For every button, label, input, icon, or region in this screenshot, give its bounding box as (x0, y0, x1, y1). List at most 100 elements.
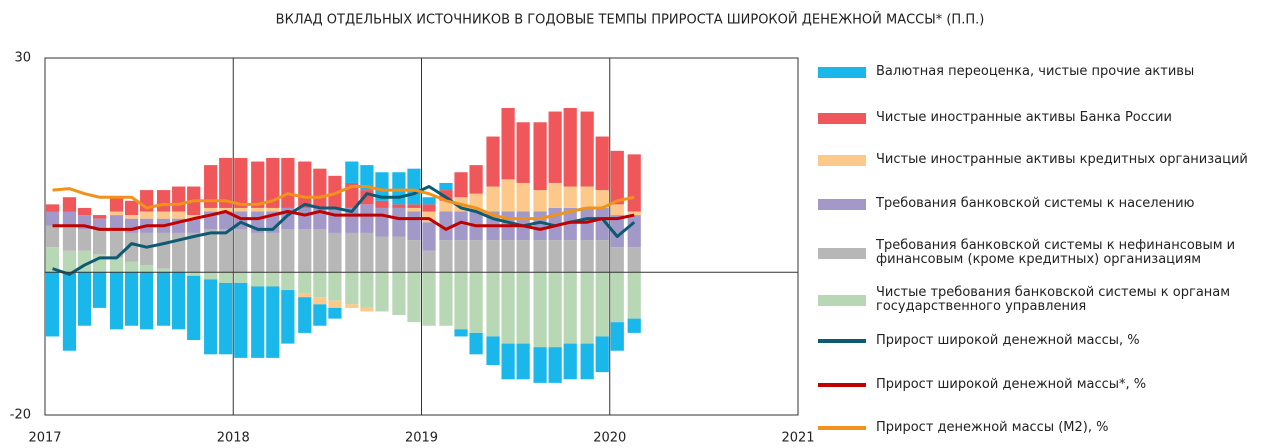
legend-label: Чистые требования банковской системы к о… (876, 285, 1231, 314)
bar (328, 272, 342, 301)
bar (62, 272, 77, 351)
bar (375, 236, 389, 273)
y-tick-label: 30 (14, 51, 31, 66)
bar (501, 272, 515, 344)
bar (204, 272, 218, 280)
bar (313, 272, 327, 298)
bar (77, 207, 92, 216)
bar (62, 250, 77, 273)
bar (407, 204, 421, 208)
legend-swatch (818, 294, 866, 306)
bar (313, 297, 327, 305)
legend-swatch (818, 198, 866, 210)
bar (610, 272, 624, 323)
bar (580, 186, 594, 208)
bar (563, 240, 577, 273)
bar (124, 232, 139, 262)
bar (156, 232, 171, 269)
bar (501, 107, 515, 180)
bar (548, 347, 562, 383)
bar (422, 197, 436, 205)
bar (595, 190, 609, 208)
bar (156, 190, 171, 212)
bar (109, 272, 124, 330)
bar (328, 307, 342, 319)
bar (266, 232, 280, 273)
bar (454, 172, 468, 198)
bar (140, 232, 154, 266)
bar (595, 207, 609, 241)
bar (45, 211, 60, 226)
bar (187, 232, 201, 273)
bar (627, 247, 641, 273)
legend-item: Чистые требования банковской системы к о… (818, 286, 1256, 314)
bar (345, 304, 359, 308)
bar (313, 229, 327, 273)
bar (533, 347, 547, 383)
bar (251, 161, 265, 208)
bar (92, 218, 107, 230)
bar (375, 172, 389, 201)
bar (439, 211, 453, 241)
bar (469, 272, 483, 333)
x-tick-label: 2020 (593, 431, 626, 446)
bar (533, 272, 547, 348)
bar (77, 272, 92, 326)
legend-item: Чистые иностранные активы Банка России (818, 104, 1256, 132)
legend-item: Требования банковской системы к нефинанс… (818, 239, 1256, 267)
legend-item: Валютная переоценка, чистые прочие актив… (818, 58, 1256, 86)
bar (266, 272, 280, 287)
x-tick-label: 2019 (405, 431, 438, 446)
bar (375, 207, 389, 237)
bar (62, 225, 77, 251)
bar (172, 186, 186, 212)
bar (156, 211, 171, 219)
bar (627, 154, 641, 212)
bar (281, 290, 295, 344)
bar (454, 211, 468, 241)
bar (610, 247, 624, 273)
bar (563, 186, 577, 208)
bar (219, 282, 233, 355)
bar (345, 272, 359, 305)
bar (360, 307, 374, 312)
bar (407, 272, 421, 323)
bar (533, 211, 547, 241)
bar (422, 272, 436, 326)
bar (439, 182, 453, 191)
bar (486, 240, 500, 273)
bar (328, 232, 342, 273)
bar (516, 182, 530, 212)
legend-label: Прирост широкой денежной массы, % (876, 333, 1140, 348)
bar (627, 318, 641, 333)
bar (516, 343, 530, 380)
bar (140, 265, 154, 273)
x-tick-label: 2018 (217, 431, 250, 446)
bar (360, 165, 374, 191)
bar (360, 232, 374, 273)
x-tick-label: 2017 (28, 431, 61, 446)
bar (219, 211, 233, 230)
bar (124, 200, 139, 216)
bar (140, 211, 154, 219)
bar (313, 304, 327, 326)
legend-label: Прирост денежной массы (М2), % (876, 420, 1109, 435)
bar (439, 190, 453, 201)
bar (251, 286, 265, 358)
bar (156, 268, 171, 273)
bar (375, 272, 389, 312)
bar (392, 236, 406, 273)
bar (328, 300, 342, 308)
legend-swatch (818, 339, 866, 343)
bar (533, 122, 547, 191)
bar (219, 207, 233, 212)
bar (516, 240, 530, 273)
bar (109, 257, 124, 273)
legend-label: Требования банковской системы к нефинанс… (876, 238, 1236, 267)
bar (486, 336, 500, 366)
bar (407, 168, 421, 205)
bar (407, 207, 421, 212)
bar (548, 240, 562, 273)
bar (580, 343, 594, 380)
